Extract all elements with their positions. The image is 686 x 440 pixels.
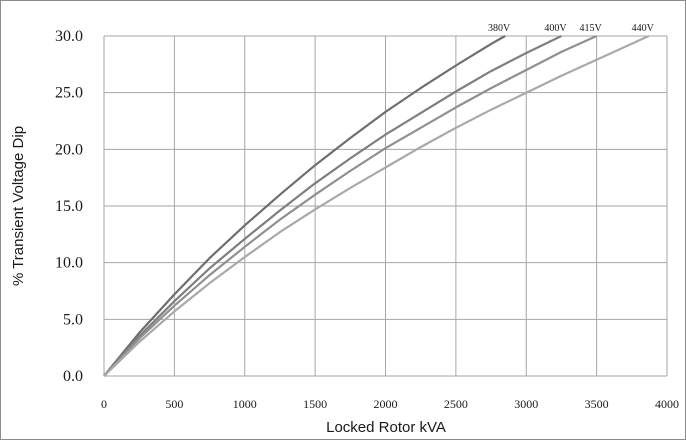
x-axis-title: Locked Rotor kVA xyxy=(326,419,446,436)
y-tick-label: 5.0 xyxy=(63,311,83,328)
y-axis-title: % Transient Voltage Dip xyxy=(10,126,27,286)
series-labels: 380V 400V 415V 440V xyxy=(488,23,655,34)
x-tick-label: 2000 xyxy=(374,397,398,411)
series-line-400V xyxy=(103,35,562,377)
x-tick-label: 1000 xyxy=(233,397,257,411)
series-line-415V xyxy=(103,34,598,377)
series-label-380V: 380V xyxy=(488,23,511,34)
series-label-400V: 400V xyxy=(544,23,567,34)
x-tick-label: 500 xyxy=(165,397,183,411)
x-tick-label: 3000 xyxy=(514,397,538,411)
y-tick-label: 30.0 xyxy=(55,28,83,45)
grid xyxy=(103,35,668,377)
y-tick-label: 10.0 xyxy=(55,255,83,272)
y-tick-label: 25.0 xyxy=(55,85,83,102)
series-line-440V xyxy=(103,34,650,377)
y-tick-label: 15.0 xyxy=(55,198,83,215)
series-line-380V xyxy=(103,35,506,377)
x-tick-label: 1500 xyxy=(303,397,327,411)
x-tick-label: 3500 xyxy=(585,397,609,411)
series-label-415V: 415V xyxy=(580,23,603,34)
y-tick-label: 20.0 xyxy=(55,141,83,158)
series-lines xyxy=(103,34,650,377)
x-tick-label: 2500 xyxy=(444,397,468,411)
y-tick-labels: 0.0 5.0 10.0 15.0 20.0 25.0 30.0 xyxy=(55,28,83,385)
y-tick-label: 0.0 xyxy=(63,368,83,385)
x-tick-label: 4000 xyxy=(655,397,679,411)
x-tick-labels: 0 500 1000 1500 2000 2500 3000 3500 4000 xyxy=(101,397,679,411)
series-label-440V: 440V xyxy=(632,23,655,34)
x-tick-label: 0 xyxy=(101,397,107,411)
